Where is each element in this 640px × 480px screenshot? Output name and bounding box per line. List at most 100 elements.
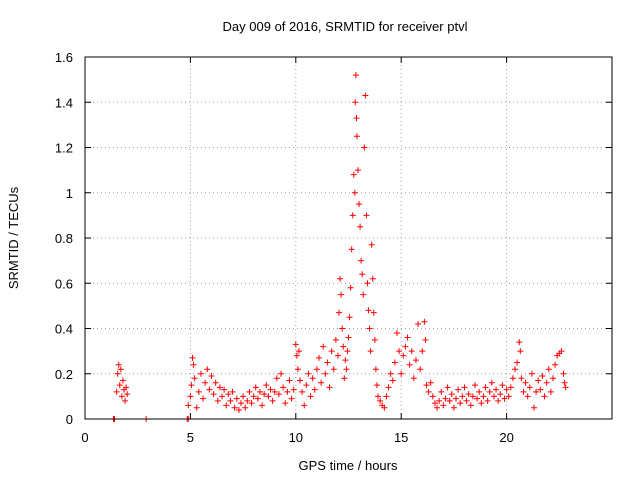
y-tick-label: 0 xyxy=(66,412,73,427)
data-point xyxy=(404,334,411,341)
data-point xyxy=(284,388,291,395)
data-point xyxy=(119,377,126,384)
data-point xyxy=(193,404,200,411)
data-point xyxy=(210,391,217,398)
data-point xyxy=(512,366,519,373)
data-point xyxy=(292,341,299,348)
x-tick-label: 5 xyxy=(187,430,194,445)
data-point xyxy=(543,379,550,386)
data-point xyxy=(256,388,263,395)
data-point xyxy=(293,352,300,359)
y-tick-label: 0.8 xyxy=(55,231,73,246)
data-point xyxy=(419,348,426,355)
y-tick-label: 1.2 xyxy=(55,141,73,156)
data-point xyxy=(118,393,125,400)
data-point xyxy=(219,393,226,400)
data-point xyxy=(365,307,372,314)
data-point xyxy=(271,388,278,395)
data-point xyxy=(385,384,392,391)
data-point xyxy=(114,370,121,377)
data-point xyxy=(353,133,360,140)
data-point xyxy=(332,336,339,343)
data-point xyxy=(436,397,443,404)
data-point xyxy=(417,366,424,373)
data-point xyxy=(246,388,253,395)
data-point xyxy=(448,391,455,398)
data-point xyxy=(533,388,540,395)
data-point xyxy=(427,379,434,386)
data-point xyxy=(366,325,373,332)
data-point xyxy=(522,379,529,386)
data-point xyxy=(396,348,403,355)
data-point xyxy=(237,400,244,407)
data-point xyxy=(297,377,304,384)
data-point xyxy=(495,397,502,404)
data-point xyxy=(422,336,429,343)
data-point xyxy=(482,384,489,391)
data-point xyxy=(124,391,131,398)
data-point xyxy=(336,309,343,316)
data-point xyxy=(486,388,493,395)
data-point xyxy=(362,92,369,99)
data-point xyxy=(415,320,422,327)
data-point xyxy=(547,388,554,395)
data-point xyxy=(233,395,240,402)
x-tick-label: 10 xyxy=(289,430,303,445)
chart-title: Day 009 of 2016, SRMTID for receiver ptv… xyxy=(223,19,468,34)
data-point xyxy=(200,395,207,402)
data-point xyxy=(368,241,375,248)
data-point xyxy=(204,366,211,373)
data-point xyxy=(116,382,123,389)
data-point xyxy=(434,404,441,411)
data-point xyxy=(373,382,380,389)
data-point xyxy=(398,370,405,377)
data-point xyxy=(370,309,377,316)
data-point xyxy=(263,382,270,389)
data-point xyxy=(359,271,366,278)
data-point xyxy=(457,400,464,407)
data-point xyxy=(338,291,345,298)
data-point xyxy=(197,370,204,377)
data-point xyxy=(352,99,359,106)
data-point xyxy=(252,384,259,391)
data-point xyxy=(369,275,376,282)
data-point xyxy=(326,384,333,391)
data-point xyxy=(361,144,368,151)
data-point xyxy=(344,348,351,355)
data-point xyxy=(514,359,521,366)
data-point xyxy=(465,391,472,398)
data-point xyxy=(371,336,378,343)
data-point xyxy=(195,388,202,395)
data-point xyxy=(539,373,546,380)
data-point xyxy=(307,393,314,400)
data-point xyxy=(349,212,356,219)
data-point xyxy=(290,386,297,393)
data-point xyxy=(423,382,430,389)
data-point xyxy=(463,397,470,404)
data-point xyxy=(552,361,559,368)
data-point xyxy=(122,397,129,404)
data-point xyxy=(364,280,371,287)
data-point xyxy=(469,393,476,400)
data-point xyxy=(480,393,487,400)
data-point xyxy=(305,370,312,377)
data-point xyxy=(537,386,544,393)
data-point xyxy=(261,391,268,398)
data-point xyxy=(311,386,318,393)
x-axis-label: GPS time / hours xyxy=(299,458,398,473)
data-point xyxy=(488,379,495,386)
data-point xyxy=(353,115,360,122)
data-point xyxy=(189,354,196,361)
data-point xyxy=(350,171,357,178)
data-point xyxy=(324,359,331,366)
data-point xyxy=(206,386,213,393)
data-point xyxy=(244,397,251,404)
data-point xyxy=(377,397,384,404)
data-point xyxy=(535,377,542,384)
data-point xyxy=(412,357,419,364)
data-point xyxy=(242,404,249,411)
data-point xyxy=(367,348,374,355)
y-tick-label: 1 xyxy=(66,186,73,201)
data-point xyxy=(444,384,451,391)
